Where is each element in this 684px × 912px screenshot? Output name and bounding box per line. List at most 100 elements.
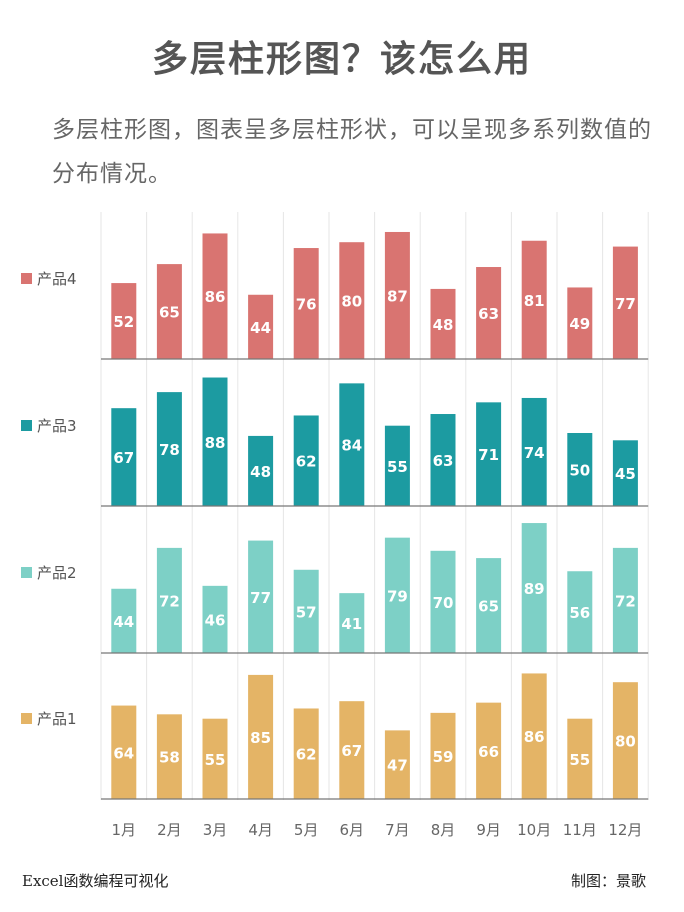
bar-产品2-8月 — [430, 550, 456, 653]
bar-产品1-8月 — [430, 712, 456, 799]
data-label: 67 — [113, 449, 134, 467]
legend-label: 产品2 — [37, 564, 77, 582]
data-label: 46 — [205, 611, 226, 629]
data-label: 65 — [159, 304, 180, 322]
bar-产品1-4月 — [248, 674, 274, 799]
data-label: 71 — [478, 446, 499, 464]
data-label: 80 — [615, 733, 636, 751]
data-label: 84 — [341, 437, 362, 455]
data-label: 48 — [250, 463, 271, 481]
data-label: 50 — [569, 462, 590, 480]
data-label: 87 — [387, 287, 408, 305]
bar-产品1-6月 — [339, 701, 365, 799]
bar-产品2-6月 — [339, 593, 365, 653]
bar-产品1-9月 — [476, 702, 502, 799]
bar-产品1-12月 — [612, 682, 638, 799]
legend-label: 产品1 — [37, 710, 77, 728]
bar-产品1-2月 — [156, 714, 182, 799]
bar-产品1-5月 — [293, 708, 319, 799]
data-label: 85 — [250, 729, 271, 747]
bar-产品4-2月 — [156, 264, 182, 359]
data-label: 77 — [615, 295, 636, 313]
bar-产品3-11月 — [567, 433, 593, 506]
bar-产品2-2月 — [156, 547, 182, 653]
data-label: 77 — [250, 589, 271, 607]
bar-产品4-9月 — [476, 267, 502, 359]
legend-swatch — [21, 273, 32, 284]
data-label: 70 — [433, 594, 454, 612]
data-label: 80 — [341, 293, 362, 311]
data-label: 86 — [524, 728, 545, 746]
bar-产品2-9月 — [476, 558, 502, 653]
bar-产品3-7月 — [384, 425, 410, 506]
bar-产品3-6月 — [339, 383, 365, 506]
x-tick-label: 10月 — [517, 821, 551, 839]
bar-产品3-5月 — [293, 415, 319, 506]
bar-产品2-10月 — [521, 523, 547, 653]
legend-swatch — [21, 713, 32, 724]
legend-label: 产品3 — [37, 417, 77, 435]
data-label: 59 — [433, 748, 454, 766]
data-label: 44 — [250, 319, 271, 337]
x-tick-label: 7月 — [385, 821, 410, 839]
data-label: 63 — [478, 305, 499, 323]
data-label: 48 — [433, 316, 454, 334]
legend-swatch — [21, 567, 32, 578]
bar-产品3-9月 — [476, 402, 502, 506]
bar-产品2-4月 — [248, 540, 274, 653]
bar-产品3-4月 — [248, 435, 274, 506]
bar-产品2-7月 — [384, 537, 410, 653]
bar-产品4-1月 — [111, 283, 137, 359]
data-label: 41 — [341, 615, 362, 633]
x-tick-label: 4月 — [248, 821, 273, 839]
x-tick-label: 2月 — [157, 821, 182, 839]
bar-产品4-4月 — [248, 294, 274, 359]
bar-产品3-10月 — [521, 397, 547, 506]
data-label: 55 — [569, 751, 590, 769]
data-label: 72 — [615, 592, 636, 610]
x-tick-label: 12月 — [608, 821, 642, 839]
x-tick-label: 1月 — [112, 821, 137, 839]
page-title: 多层柱形图？该怎么用 — [151, 39, 532, 80]
bar-产品4-5月 — [293, 248, 319, 359]
data-label: 89 — [524, 580, 545, 598]
data-label: 49 — [569, 315, 590, 333]
data-label: 72 — [159, 592, 180, 610]
data-label: 88 — [205, 434, 226, 452]
data-label: 81 — [524, 292, 545, 310]
bar-产品1-1月 — [111, 705, 137, 799]
data-label: 63 — [433, 452, 454, 470]
bar-产品1-7月 — [384, 730, 410, 799]
bar-产品3-1月 — [111, 408, 137, 506]
data-label: 57 — [296, 603, 317, 621]
description: 多层柱形图，图表呈多层柱形状，可以呈现多系列数值的分布情况。 — [52, 117, 652, 187]
x-tick-label: 11月 — [563, 821, 597, 839]
bar-产品1-10月 — [521, 673, 547, 799]
bar-产品3-8月 — [430, 414, 456, 506]
data-label: 55 — [387, 458, 408, 476]
data-label: 66 — [478, 743, 499, 761]
legend-label: 产品4 — [37, 270, 77, 288]
footer-credit: 制图：景歌 — [570, 872, 646, 890]
data-label: 55 — [205, 751, 226, 769]
bar-产品2-11月 — [567, 571, 593, 653]
data-label: 67 — [341, 742, 362, 760]
bar-产品1-3月 — [202, 718, 228, 799]
footer-source: Excel函数编程可视化 — [22, 872, 169, 890]
data-label: 65 — [478, 598, 499, 616]
data-label: 62 — [296, 746, 317, 764]
x-tick-label: 6月 — [340, 821, 365, 839]
bar-产品4-6月 — [339, 242, 365, 359]
x-tick-label: 8月 — [431, 821, 456, 839]
data-label: 62 — [296, 453, 317, 471]
x-tick-label: 5月 — [294, 821, 319, 839]
bar-产品3-12月 — [612, 440, 638, 506]
data-label: 44 — [113, 613, 134, 631]
bar-产品4-7月 — [384, 231, 410, 359]
data-label: 74 — [524, 444, 545, 462]
x-tick-label: 3月 — [203, 821, 228, 839]
bar-产品2-12月 — [612, 547, 638, 653]
bar-产品4-11月 — [567, 287, 593, 359]
bar-产品1-11月 — [567, 718, 593, 799]
